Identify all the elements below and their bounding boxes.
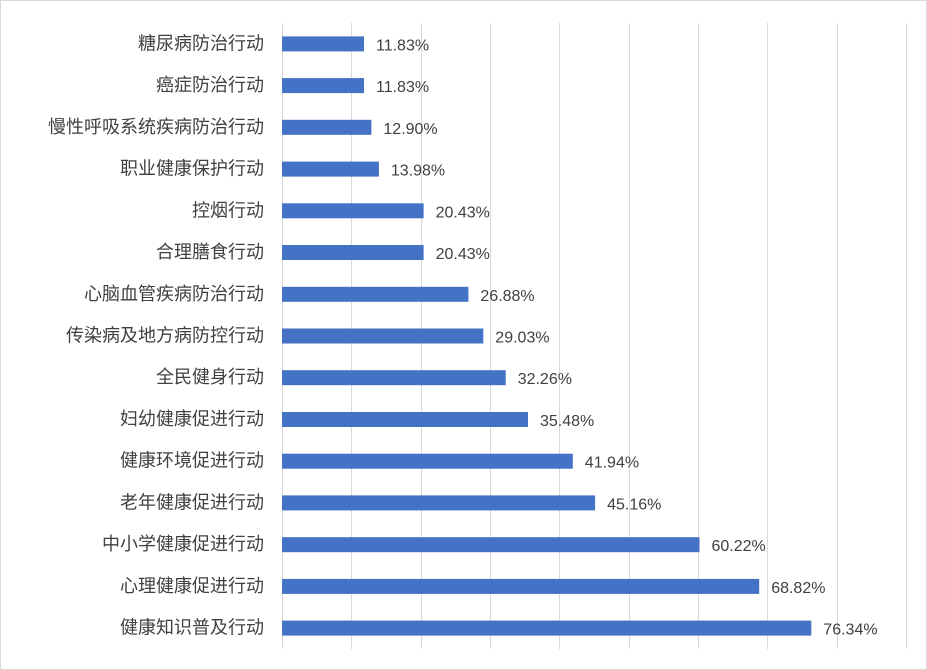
data-label: 29.03% (495, 330, 549, 347)
category-label: 妇幼健康促进行动 (120, 409, 264, 430)
bars (282, 36, 812, 636)
category-label: 健康知识普及行动 (120, 618, 264, 639)
bar (282, 412, 528, 427)
data-label: 11.83% (376, 37, 429, 54)
bar (282, 370, 506, 386)
data-label: 60.22% (712, 538, 766, 555)
data-label: 11.83% (376, 79, 429, 96)
bar (282, 36, 364, 52)
data-label: 45.16% (607, 496, 661, 513)
category-label: 传染病及地方病防控行动 (66, 326, 264, 347)
category-labels: 糖尿病防治行动癌症防治行动慢性呼吸系统疾病防治行动职业健康保护行动控烟行动合理膳… (48, 33, 264, 638)
category-label: 职业健康保护行动 (120, 159, 264, 180)
category-label: 慢性呼吸系统疾病防治行动 (48, 117, 264, 138)
category-label: 心理健康促进行动 (120, 576, 264, 597)
bar (282, 328, 484, 344)
category-label: 癌症防治行动 (156, 75, 264, 96)
bar (282, 245, 424, 260)
data-label: 76.34% (823, 622, 877, 639)
data-label: 41.94% (585, 455, 639, 472)
category-label: 全民健身行动 (156, 367, 264, 388)
data-label: 26.88% (480, 288, 534, 305)
category-label: 控烟行动 (192, 200, 264, 221)
bar (282, 203, 424, 219)
category-label: 老年健康促进行动 (120, 492, 264, 513)
bar (282, 453, 573, 469)
data-label: 12.90% (383, 121, 437, 138)
data-label: 20.43% (436, 204, 490, 221)
category-label: 中小学健康促进行动 (102, 534, 264, 555)
data-label: 32.26% (518, 371, 572, 388)
data-label: 13.98% (391, 163, 445, 180)
data-labels: 11.83% 11.83% 12.90% 13.98% 20.43% 20.43% 26.8… (376, 37, 878, 638)
bar (282, 620, 812, 636)
category-label: 合理膳食行动 (156, 242, 264, 263)
bar (282, 495, 596, 511)
category-label: 心脑血管疾病防治行动 (84, 284, 264, 305)
bar (282, 286, 469, 302)
bar (282, 161, 379, 177)
data-label: 20.43% (436, 246, 490, 263)
bar (282, 119, 372, 135)
data-label: 35.48% (540, 413, 594, 430)
bar (282, 78, 364, 94)
category-label: 健康环境促进行动 (120, 451, 264, 472)
bar (282, 537, 700, 553)
bar (282, 578, 760, 594)
data-label: 68.82% (771, 580, 825, 597)
category-label: 糖尿病防治行动 (138, 33, 264, 54)
